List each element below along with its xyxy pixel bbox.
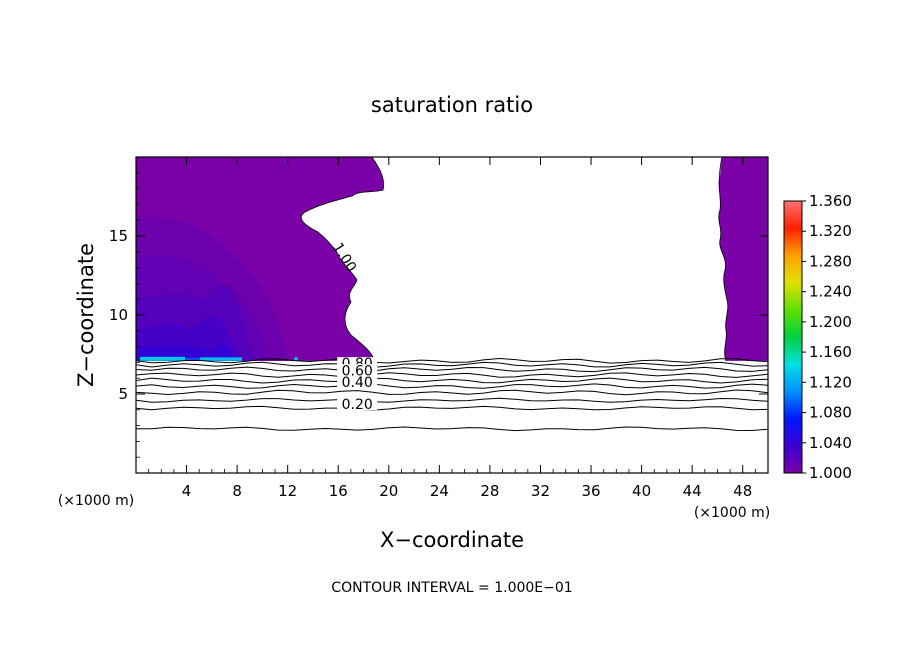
x-tick-label: 20 [379,482,398,500]
x-axis-ticks: 4 8 12 16 20 24 28 32 36 40 44 48 [148,157,756,500]
supersaturated-region-right [718,157,768,361]
chart-title: saturation ratio [371,93,533,117]
high-saturation-spot [294,357,298,361]
contour-labels: 1.000.800.600.400.20 [329,240,378,413]
contour-line-0.10 [136,426,769,432]
colorbar-scale [783,200,803,474]
contour-line-1.00 [135,357,769,364]
contour-line-0.90 [135,361,769,368]
contour-label-bg [337,398,378,411]
colorbar-label: 1.280 [809,252,852,270]
x-tick-label: 8 [232,482,242,500]
contour-interval-note: CONTOUR INTERVAL = 1.000E−01 [331,580,572,596]
x-tick-label: 44 [683,482,702,500]
contour-label-0.20: 0.20 [342,397,373,413]
contour-label-0.40: 0.40 [342,375,373,391]
colorbar-label: 1.200 [809,313,852,331]
y-tick-label: 10 [109,306,128,324]
contour-line-0.20 [135,405,769,411]
contour-line-0.70 [135,372,769,378]
x-tick-label: 4 [182,482,192,500]
y-tick-label: 15 [109,227,128,245]
contour-line-0.40 [135,389,769,396]
x-tick-label: 40 [632,482,651,500]
x-axis-label: X−coordinate [380,528,524,552]
contour-label-bg [337,364,378,377]
colorbar-label: 1.120 [809,373,852,391]
x-tick-label: 48 [733,482,752,500]
colorbar-label: 1.000 [809,464,852,482]
x-unit-left: (×1000 m) [58,493,134,509]
x-tick-label: 12 [278,482,297,500]
colorbar-label: 1.080 [809,404,852,422]
x-tick-label: 36 [581,482,600,500]
colorbar-label: 1.360 [809,192,852,210]
contour-line-0.60 [135,377,769,384]
y-tick-label: 5 [118,385,128,403]
x-unit-right: (×1000 m) [694,505,770,521]
colorbar-label: 1.240 [809,283,852,301]
colorbar: 1.360 1.320 1.280 1.240 1.200 1.160 1.120 1.080… [783,192,852,482]
high-saturation-strip-2 [200,357,242,361]
x-tick-label: 24 [430,482,449,500]
shading-layer-5 [136,344,234,361]
high-saturation-strip [140,356,185,361]
contour-1.00-left-boundary [300,156,385,361]
contour-lines [135,156,769,432]
contour-label-bg [337,376,378,389]
high-saturation-strip-3 [186,357,200,361]
x-tick-label: 32 [531,482,550,500]
colorbar-label: 1.160 [809,343,852,361]
x-tick-label: 28 [480,482,499,500]
contour-line-0.80 [135,366,769,373]
y-axis-ticks: 5 10 15 [109,172,768,458]
saturation-fill-regions [136,157,768,361]
contour-line-0.50 [135,383,769,389]
contour-line-0.30 [135,397,769,403]
colorbar-label: 1.320 [809,222,852,240]
x-tick-label: 16 [329,482,348,500]
y-axis-label: Z−coordinate [74,243,98,387]
contour-1.00-right-boundary [718,156,729,361]
colorbar-label: 1.040 [809,434,852,452]
contour-label-0.60: 0.60 [342,363,373,379]
